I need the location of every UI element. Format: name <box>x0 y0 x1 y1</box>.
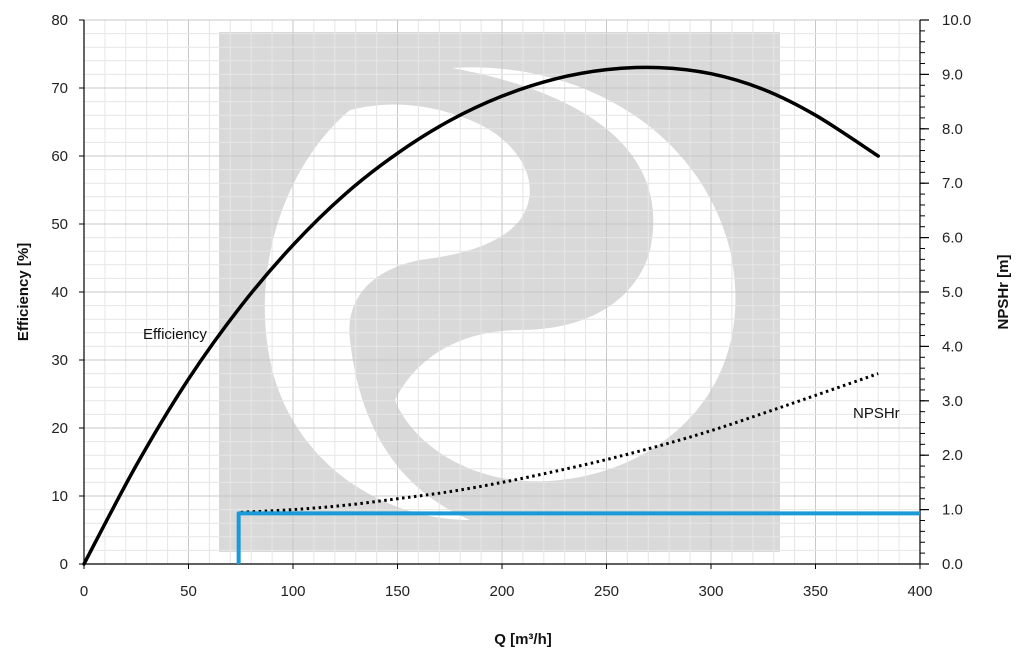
left-tick-label: 30 <box>51 352 68 369</box>
left-tick-label: 20 <box>51 420 68 437</box>
left-axis-title: Efficiency [%] <box>15 243 32 341</box>
right-tick-label: 9.0 <box>942 66 963 83</box>
right-tick-label: 10.0 <box>942 12 971 29</box>
left-axis-ticks: 0 10 20 30 40 50 60 70 80 <box>51 12 84 573</box>
right-tick-label: 2.0 <box>942 447 963 464</box>
right-axis-ticks: 0.0 1.0 2.0 3.0 4.0 5.0 6.0 7.0 8.0 9.0 10.0 <box>920 12 971 573</box>
right-tick-label: 4.0 <box>942 338 963 355</box>
x-tick-label: 0 <box>80 583 88 600</box>
right-tick-label: 0.0 <box>942 556 963 573</box>
x-tick-label: 50 <box>180 583 197 600</box>
series-group <box>82 65 920 566</box>
series-label-npshr: NPSHr <box>853 405 900 422</box>
right-tick-label: 3.0 <box>942 393 963 410</box>
x-tick-label: 250 <box>594 583 619 600</box>
x-tick-label: 150 <box>385 583 410 600</box>
x-tick-label: 200 <box>489 583 514 600</box>
left-tick-label: 50 <box>51 216 68 233</box>
x-axis-ticks: 0 50 100 150 200 250 300 350 400 <box>80 564 933 600</box>
right-tick-label: 8.0 <box>942 121 963 138</box>
right-tick-label: 7.0 <box>942 175 963 192</box>
left-tick-label: 0 <box>60 556 68 573</box>
x-tick-label: 350 <box>803 583 828 600</box>
gridlines <box>83 19 921 565</box>
npsha-line <box>236 511 920 564</box>
left-tick-label: 80 <box>51 12 68 29</box>
right-tick-label: 5.0 <box>942 284 963 301</box>
left-tick-label: 60 <box>51 148 68 165</box>
x-tick-label: 300 <box>698 583 723 600</box>
right-tick-label: 6.0 <box>942 230 963 247</box>
left-tick-label: 10 <box>51 488 68 505</box>
efficiency-curve <box>82 65 880 566</box>
series-label-efficiency: Efficiency <box>143 326 207 343</box>
x-tick-label: 100 <box>280 583 305 600</box>
right-tick-label: 1.0 <box>942 502 963 519</box>
x-axis-title: Q [m³/h] <box>494 631 552 648</box>
left-tick-label: 40 <box>51 284 68 301</box>
left-tick-label: 70 <box>51 80 68 97</box>
x-tick-label: 400 <box>907 583 932 600</box>
right-axis-title: NPSHr [m] <box>995 254 1012 329</box>
